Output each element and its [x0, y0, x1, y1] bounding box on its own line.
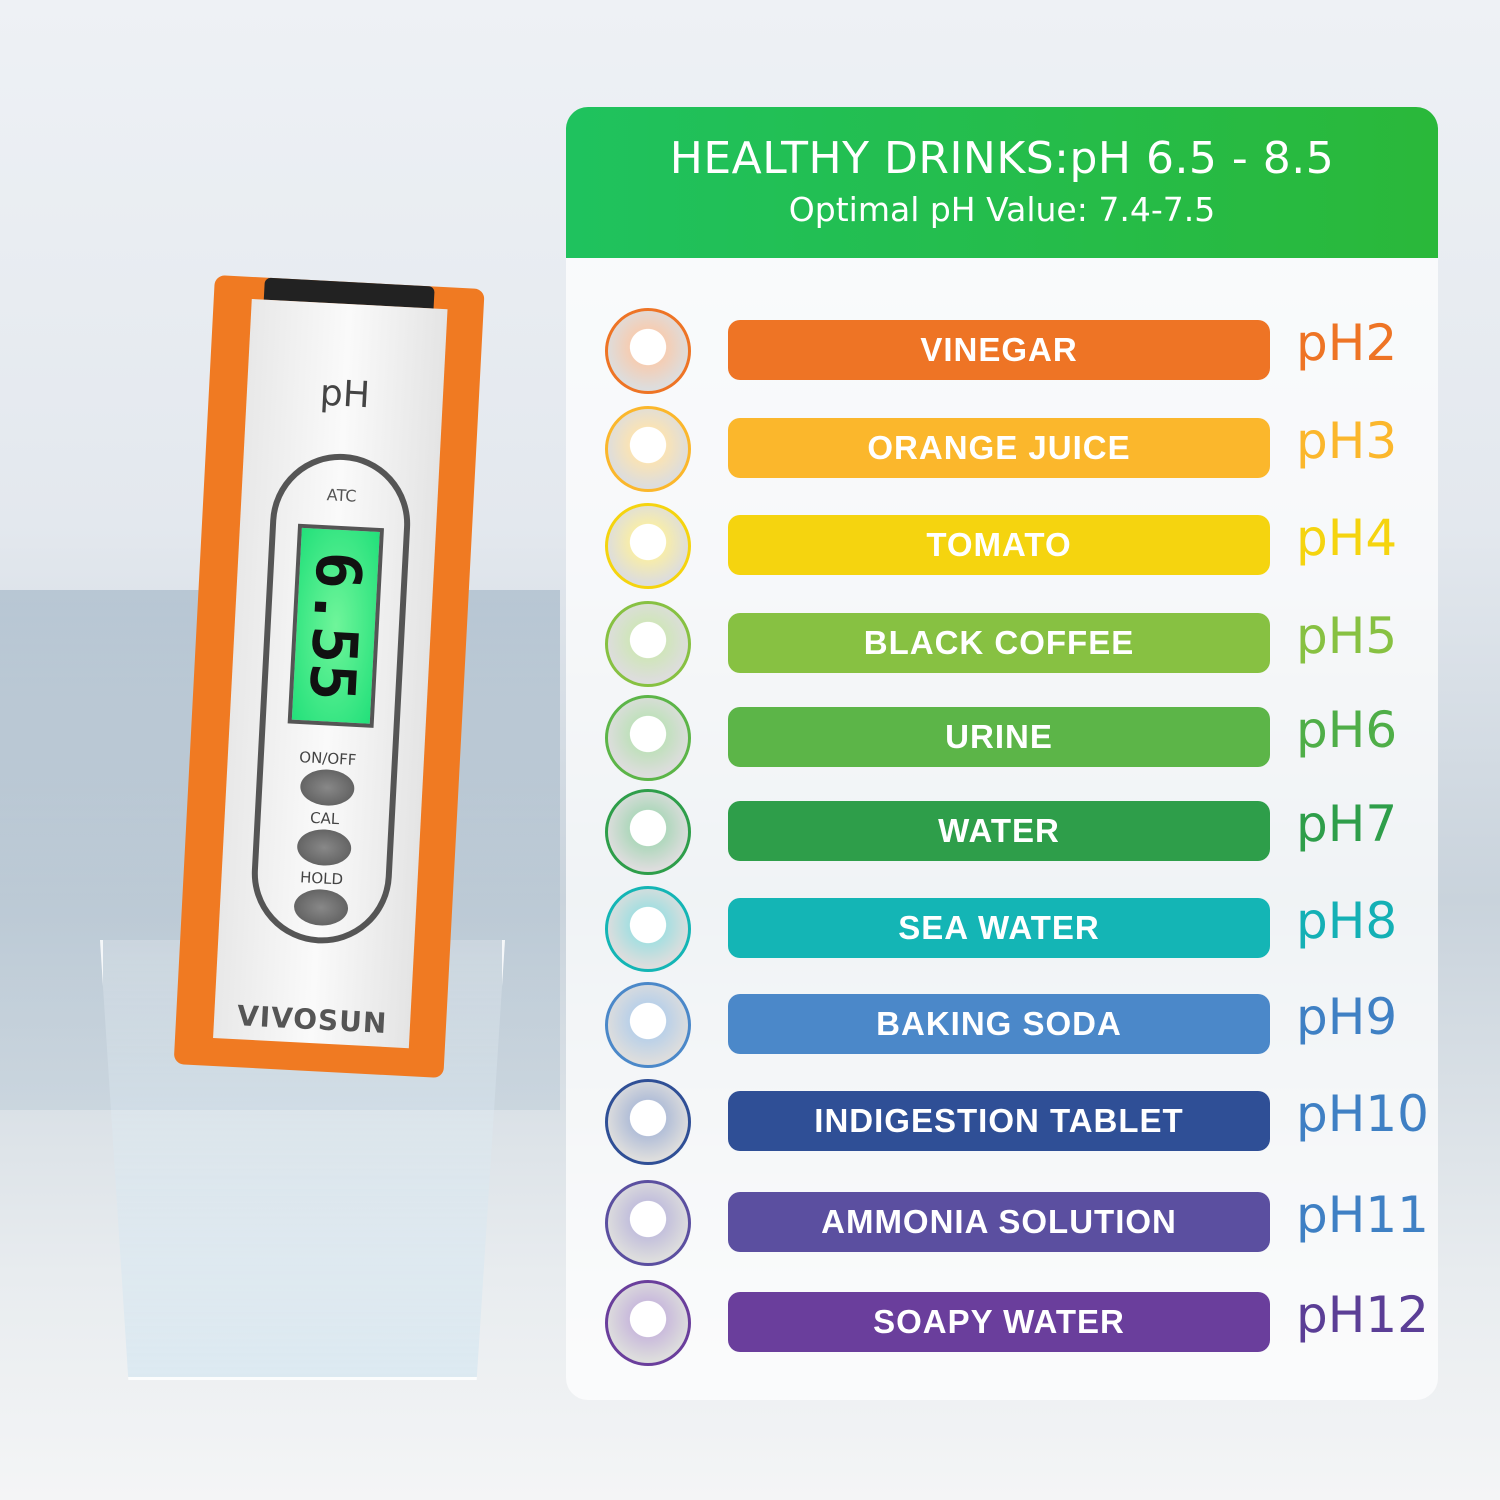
ph-meter: pH ATC 6.55 ON/OFF CAL HOLD VIVOSUN	[173, 275, 486, 1088]
ph-label-bar: AMMONIA SOLUTION	[728, 1192, 1270, 1252]
ph-value: pH6	[1296, 701, 1398, 759]
ph-row: BLACK COFFEE pH5	[600, 601, 1440, 687]
ph-row: AMMONIA SOLUTION pH11	[600, 1180, 1440, 1266]
ph-label-bar: SOAPY WATER	[728, 1292, 1270, 1352]
meter-face: pH ATC 6.55 ON/OFF CAL HOLD VIVOSUN	[213, 298, 448, 1049]
stomach-icon	[605, 1079, 691, 1165]
ph-label-bar: BAKING SODA	[728, 994, 1270, 1054]
ph-label-bar: VINEGAR	[728, 320, 1270, 380]
atc-label: ATC	[326, 485, 357, 506]
item-name: BAKING SODA	[876, 1005, 1122, 1042]
cal-button[interactable]	[296, 828, 353, 867]
ph-value: pH2	[1296, 314, 1398, 372]
ph-row: URINE pH6	[600, 695, 1440, 781]
item-name: ORANGE JUICE	[867, 429, 1131, 466]
item-name: AMMONIA SOLUTION	[821, 1203, 1177, 1240]
hold-label: HOLD	[299, 868, 344, 889]
beach-icon	[605, 886, 691, 972]
ph-label-bar: INDIGESTION TABLET	[728, 1091, 1270, 1151]
meter-ph-label: pH	[318, 372, 371, 417]
flask-icon	[605, 1180, 691, 1266]
ph-value: pH4	[1296, 509, 1398, 567]
item-name: TOMATO	[926, 526, 1072, 563]
vinegar-bowl-icon	[605, 308, 691, 394]
item-name: SEA WATER	[898, 909, 1100, 946]
ph-label-bar: SEA WATER	[728, 898, 1270, 958]
urine-sample-icon	[605, 695, 691, 781]
ph-row: BAKING SODA pH9	[600, 982, 1440, 1068]
item-name: VINEGAR	[920, 331, 1078, 368]
ph-value: pH11	[1296, 1186, 1429, 1244]
ph-value: pH12	[1296, 1286, 1429, 1344]
ph-row: WATER pH7	[600, 789, 1440, 875]
tomato-icon	[605, 503, 691, 589]
ph-row: VINEGAR pH2	[600, 308, 1440, 394]
ph-value: pH9	[1296, 988, 1398, 1046]
ph-value: pH10	[1296, 1085, 1429, 1143]
soap-icon	[605, 1280, 691, 1366]
ph-row: SOAPY WATER pH12	[600, 1280, 1440, 1366]
orange-juice-icon	[605, 406, 691, 492]
ph-row: ORANGE JUICE pH3	[600, 406, 1440, 492]
ph-label-bar: BLACK COFFEE	[728, 613, 1270, 673]
coffee-cup-icon	[605, 601, 691, 687]
header-subtitle: Optimal pH Value: 7.4-7.5	[788, 190, 1216, 229]
ph-label-bar: ORANGE JUICE	[728, 418, 1270, 478]
baking-soda-icon	[605, 982, 691, 1068]
meter-control-panel: ATC 6.55 ON/OFF CAL HOLD	[248, 450, 414, 947]
chart-header: HEALTHY DRINKS:pH 6.5 - 8.5 Optimal pH V…	[566, 107, 1438, 258]
ph-label-bar: URINE	[728, 707, 1270, 767]
item-name: SOAPY WATER	[873, 1303, 1125, 1340]
item-name: INDIGESTION TABLET	[814, 1102, 1184, 1139]
on-off-button[interactable]	[299, 768, 356, 807]
ph-row: INDIGESTION TABLET pH10	[600, 1079, 1440, 1165]
hold-button[interactable]	[293, 888, 349, 927]
lcd-display: 6.55	[287, 523, 384, 728]
on-off-label: ON/OFF	[298, 748, 357, 770]
boy-drinking-icon	[605, 789, 691, 875]
ph-label-bar: TOMATO	[728, 515, 1270, 575]
item-name: URINE	[945, 718, 1053, 755]
ph-row: SEA WATER pH8	[600, 886, 1440, 972]
cal-label: CAL	[309, 808, 340, 829]
brand-logo: VIVOSUN	[236, 999, 389, 1041]
ph-value: pH5	[1296, 607, 1398, 665]
ph-value: pH7	[1296, 795, 1398, 853]
ph-value: pH3	[1296, 412, 1398, 470]
ph-value: pH8	[1296, 892, 1398, 950]
header-title: HEALTHY DRINKS:pH 6.5 - 8.5	[669, 133, 1335, 184]
ph-label-bar: WATER	[728, 801, 1270, 861]
item-name: BLACK COFFEE	[863, 624, 1135, 661]
item-name: WATER	[938, 812, 1060, 849]
ph-row: TOMATO pH4	[600, 503, 1440, 589]
lcd-reading: 6.55	[295, 549, 377, 703]
